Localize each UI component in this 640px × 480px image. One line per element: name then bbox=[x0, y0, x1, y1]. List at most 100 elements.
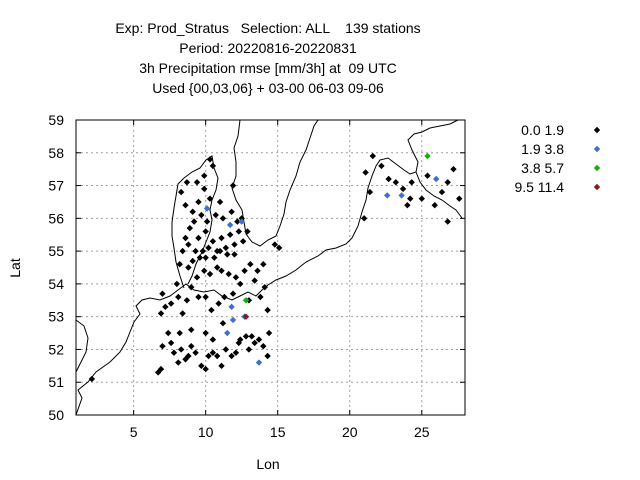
legend: 0.0 1.9 1.9 3.8 3.8 5.7 9.5 11.4 bbox=[514, 122, 601, 195]
data-point bbox=[202, 365, 209, 373]
data-point bbox=[206, 270, 214, 278]
data-point bbox=[209, 238, 217, 245]
data-point bbox=[444, 218, 451, 225]
data-point bbox=[254, 267, 261, 274]
data-point bbox=[203, 218, 211, 225]
y-tick-label: 50 bbox=[48, 407, 64, 423]
data-point bbox=[225, 270, 232, 278]
data-point bbox=[88, 375, 96, 383]
data-point bbox=[159, 342, 166, 350]
data-point bbox=[201, 185, 208, 193]
data-point bbox=[182, 202, 189, 209]
data-point bbox=[222, 346, 230, 353]
axis-ticks: 5 10 15 20 25 50 51 52 53 54 55 56 57 58 59 bbox=[48, 112, 465, 440]
data-point bbox=[193, 274, 201, 281]
data-point bbox=[431, 202, 438, 209]
data-point bbox=[238, 215, 245, 222]
data-point bbox=[242, 297, 250, 304]
data-point bbox=[360, 215, 368, 222]
data-point bbox=[196, 254, 204, 261]
data-point bbox=[438, 188, 446, 196]
data-point bbox=[195, 198, 202, 206]
data-point bbox=[177, 346, 185, 353]
data-point bbox=[218, 267, 225, 274]
data-point bbox=[234, 218, 241, 225]
data-point bbox=[175, 359, 182, 366]
y-tick-label: 56 bbox=[48, 210, 64, 226]
data-point bbox=[251, 277, 258, 284]
data-point bbox=[213, 264, 221, 271]
data-point bbox=[231, 241, 238, 248]
legend-label: 0.0 1.9 bbox=[521, 122, 564, 138]
data-point bbox=[239, 238, 247, 245]
x-tick-label: 25 bbox=[414, 424, 430, 440]
data-point bbox=[205, 244, 212, 252]
title-line-4: Used {00,03,06} + 03-00 06-03 09-06 bbox=[152, 80, 384, 96]
data-point bbox=[224, 329, 231, 337]
data-point bbox=[369, 152, 376, 160]
data-point bbox=[385, 175, 392, 183]
data-point bbox=[183, 179, 191, 186]
data-point bbox=[362, 169, 369, 176]
data-point bbox=[176, 261, 183, 268]
data-point bbox=[213, 352, 221, 360]
data-point bbox=[219, 215, 227, 222]
x-tick-label: 10 bbox=[198, 424, 214, 440]
x-tick-label: 5 bbox=[130, 424, 138, 440]
data-point bbox=[215, 300, 222, 307]
title-line-3: 3h Precipitation rmse [mm/3h] at 09 UTC bbox=[139, 60, 397, 76]
data-point bbox=[418, 195, 425, 202]
data-point bbox=[228, 303, 235, 311]
data-point bbox=[456, 195, 463, 202]
data-point bbox=[235, 228, 243, 235]
data-point bbox=[245, 346, 253, 353]
data-point bbox=[228, 208, 235, 215]
data-point bbox=[229, 316, 237, 324]
legend-marker bbox=[593, 126, 601, 134]
x-tick-label: 15 bbox=[270, 424, 286, 440]
data-point bbox=[165, 329, 172, 337]
y-tick-label: 55 bbox=[48, 243, 64, 259]
data-point bbox=[275, 244, 283, 252]
legend-label: 9.5 11.4 bbox=[514, 179, 564, 195]
legend-label: 1.9 3.8 bbox=[521, 141, 564, 157]
y-axis-label: Lat bbox=[7, 258, 23, 278]
data-point bbox=[206, 156, 214, 163]
data-point bbox=[195, 234, 202, 242]
data-point bbox=[424, 172, 431, 179]
data-point bbox=[218, 234, 225, 242]
data-point bbox=[211, 254, 218, 261]
data-point bbox=[265, 329, 273, 337]
title-line-1: Exp: Prod_Stratus Selection: ALL 139 sta… bbox=[115, 20, 421, 36]
data-point bbox=[221, 293, 228, 301]
data-point bbox=[201, 267, 208, 274]
data-point bbox=[202, 254, 209, 261]
data-point bbox=[188, 326, 195, 333]
data-point bbox=[232, 274, 240, 281]
y-tick-label: 52 bbox=[48, 341, 64, 357]
data-point bbox=[212, 211, 219, 219]
data-point bbox=[190, 218, 198, 225]
data-point bbox=[399, 185, 407, 193]
data-point bbox=[229, 182, 237, 189]
data-point bbox=[202, 293, 209, 301]
data-point bbox=[244, 228, 251, 235]
data-point bbox=[255, 359, 263, 366]
data-point bbox=[208, 306, 215, 314]
data-point bbox=[162, 303, 169, 311]
data-point bbox=[264, 306, 271, 314]
data-point bbox=[224, 251, 231, 258]
data-point bbox=[182, 234, 189, 242]
title-line-2: Period: 20220816-20220831 bbox=[179, 40, 357, 56]
data-point bbox=[167, 300, 175, 307]
data-point bbox=[408, 179, 415, 186]
y-tick-label: 53 bbox=[48, 309, 64, 325]
data-point bbox=[261, 283, 268, 291]
data-point bbox=[392, 179, 400, 186]
data-point bbox=[188, 342, 195, 350]
data-point bbox=[237, 280, 244, 288]
data-point bbox=[242, 333, 250, 340]
data-point bbox=[378, 162, 385, 170]
data-point bbox=[407, 195, 414, 202]
data-point bbox=[189, 208, 196, 215]
